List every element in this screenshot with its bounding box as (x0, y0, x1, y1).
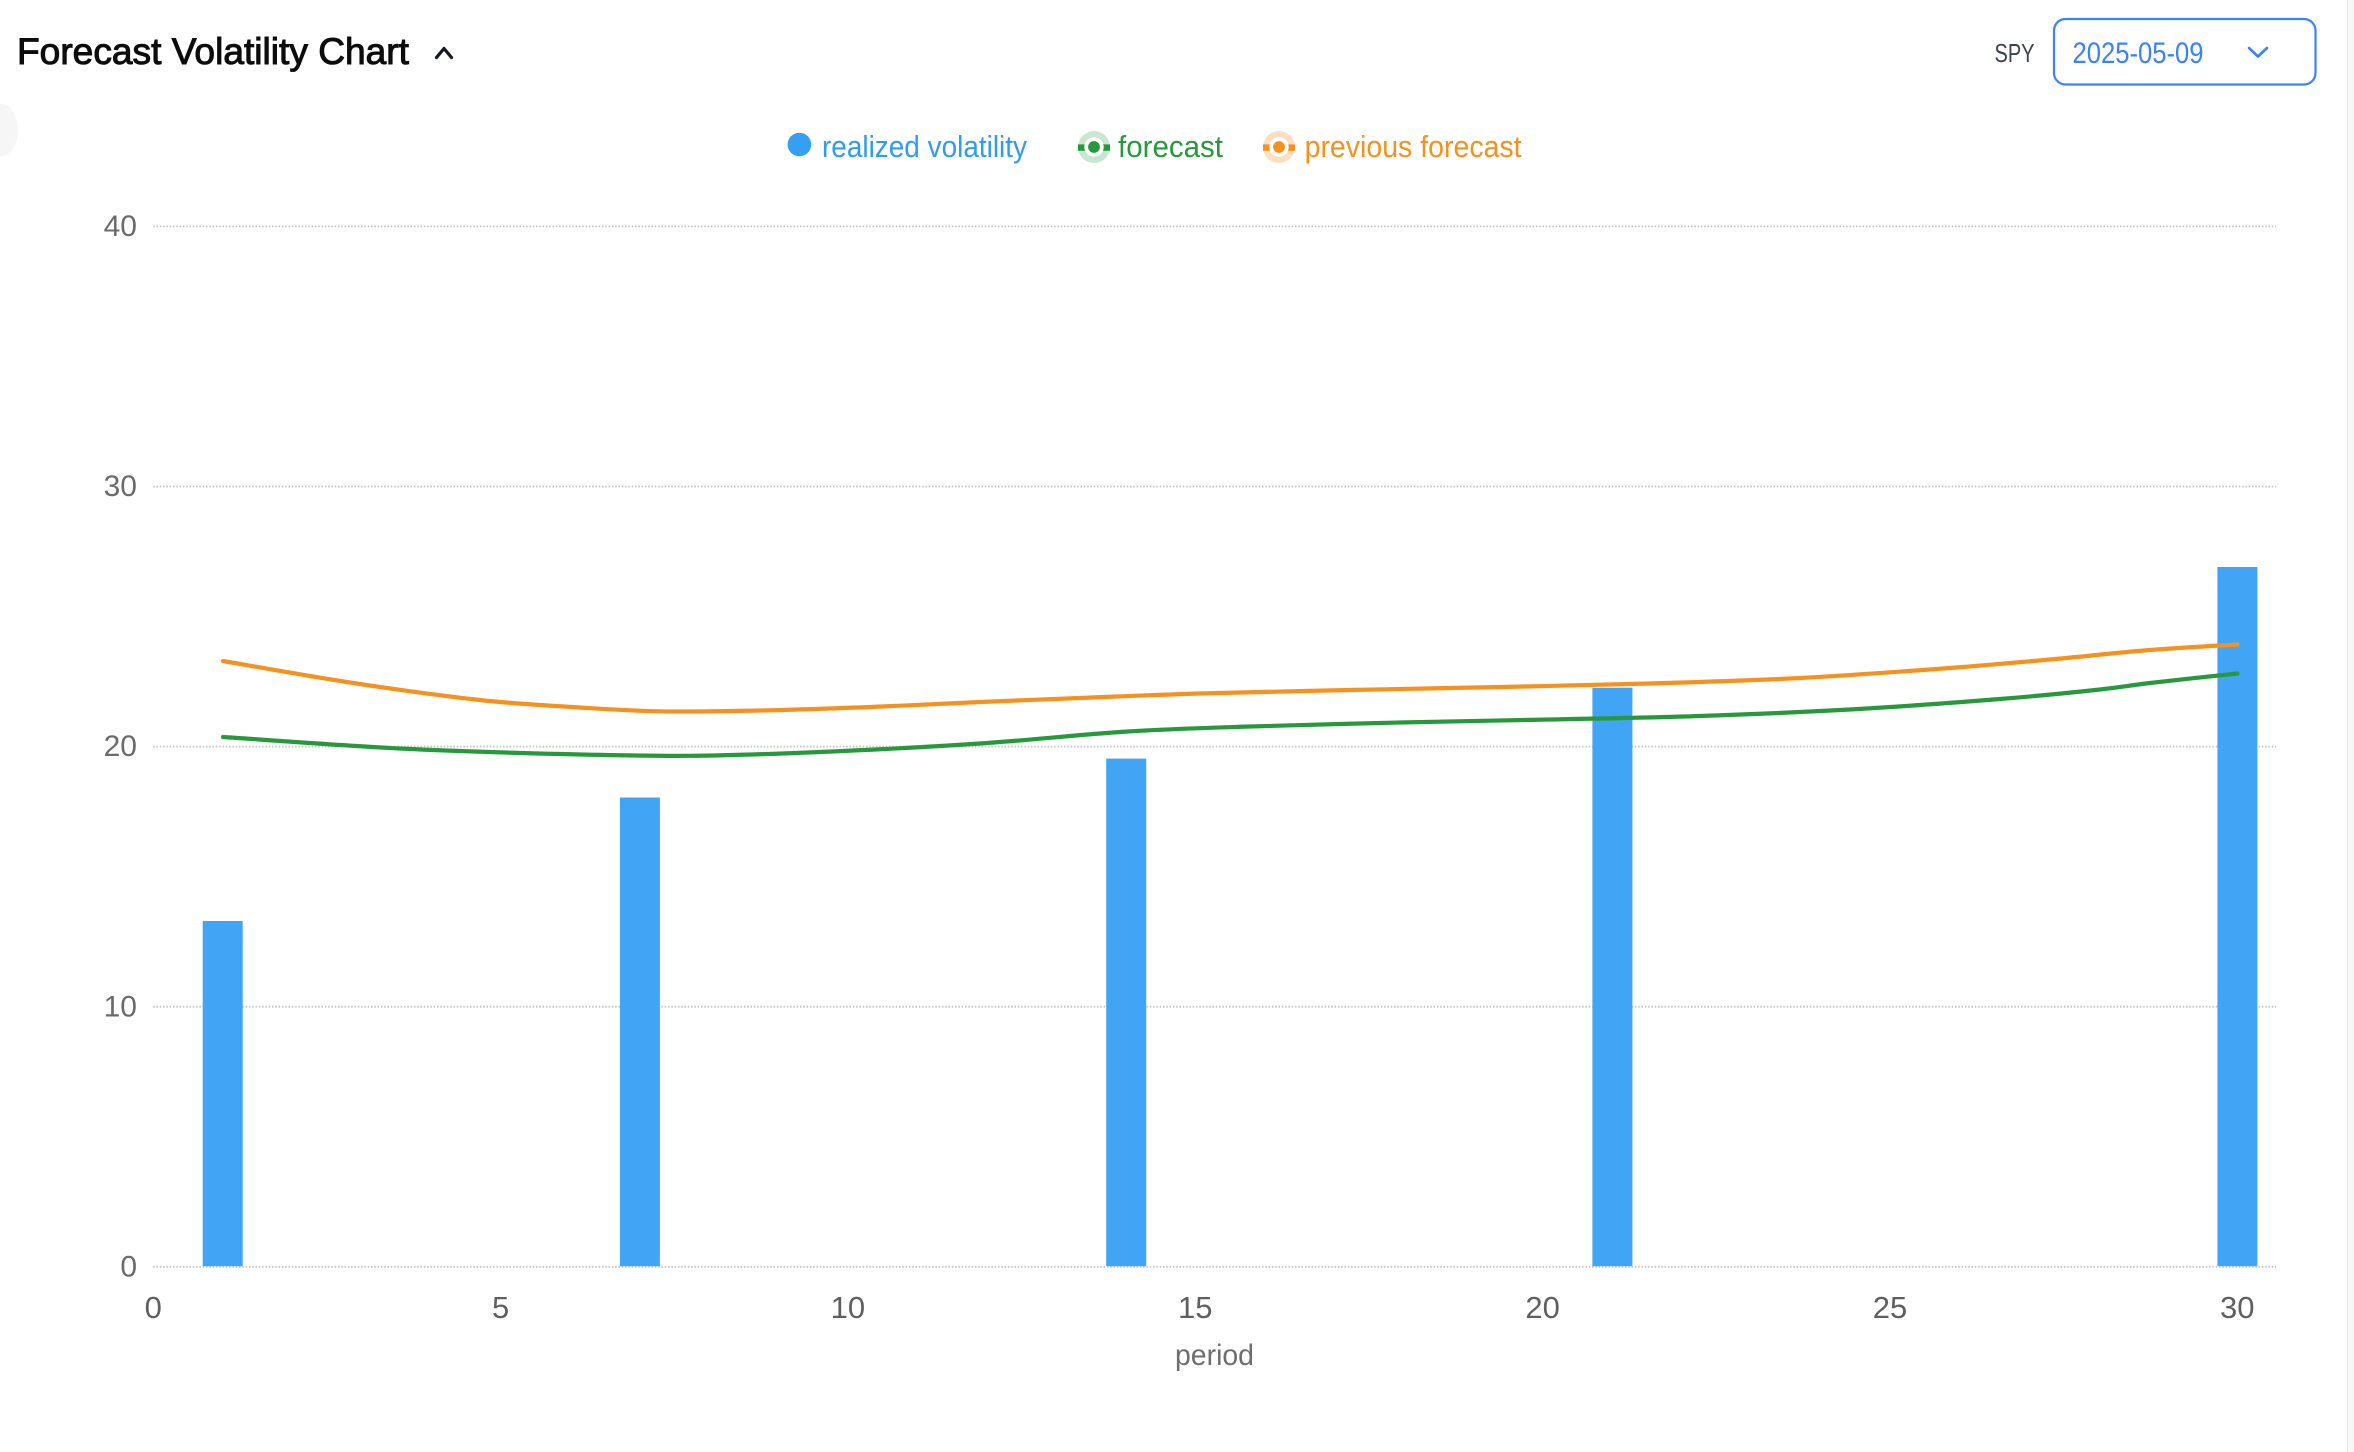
svg-text:realized volatility: realized volatility (822, 129, 1027, 164)
svg-text:10: 10 (104, 990, 137, 1023)
svg-text:SPY: SPY (1995, 38, 2035, 68)
svg-text:period: period (1175, 1339, 1254, 1372)
svg-text:2025-05-09: 2025-05-09 (2073, 37, 2204, 70)
svg-text:15: 15 (1178, 1290, 1212, 1325)
svg-text:30: 30 (104, 470, 137, 503)
svg-text:5: 5 (492, 1290, 509, 1325)
svg-text:20: 20 (1525, 1290, 1559, 1325)
svg-text:25: 25 (1873, 1290, 1907, 1325)
svg-text:10: 10 (831, 1290, 865, 1325)
svg-text:0: 0 (120, 1250, 137, 1283)
svg-text:20: 20 (104, 730, 137, 763)
svg-text:Forecast Volatility Chart: Forecast Volatility Chart (17, 31, 410, 72)
svg-text:0: 0 (145, 1290, 162, 1325)
svg-text:previous forecast: previous forecast (1305, 129, 1522, 164)
svg-text:forecast: forecast (1118, 129, 1223, 164)
svg-text:30: 30 (2220, 1290, 2254, 1325)
svg-text:40: 40 (104, 210, 137, 243)
